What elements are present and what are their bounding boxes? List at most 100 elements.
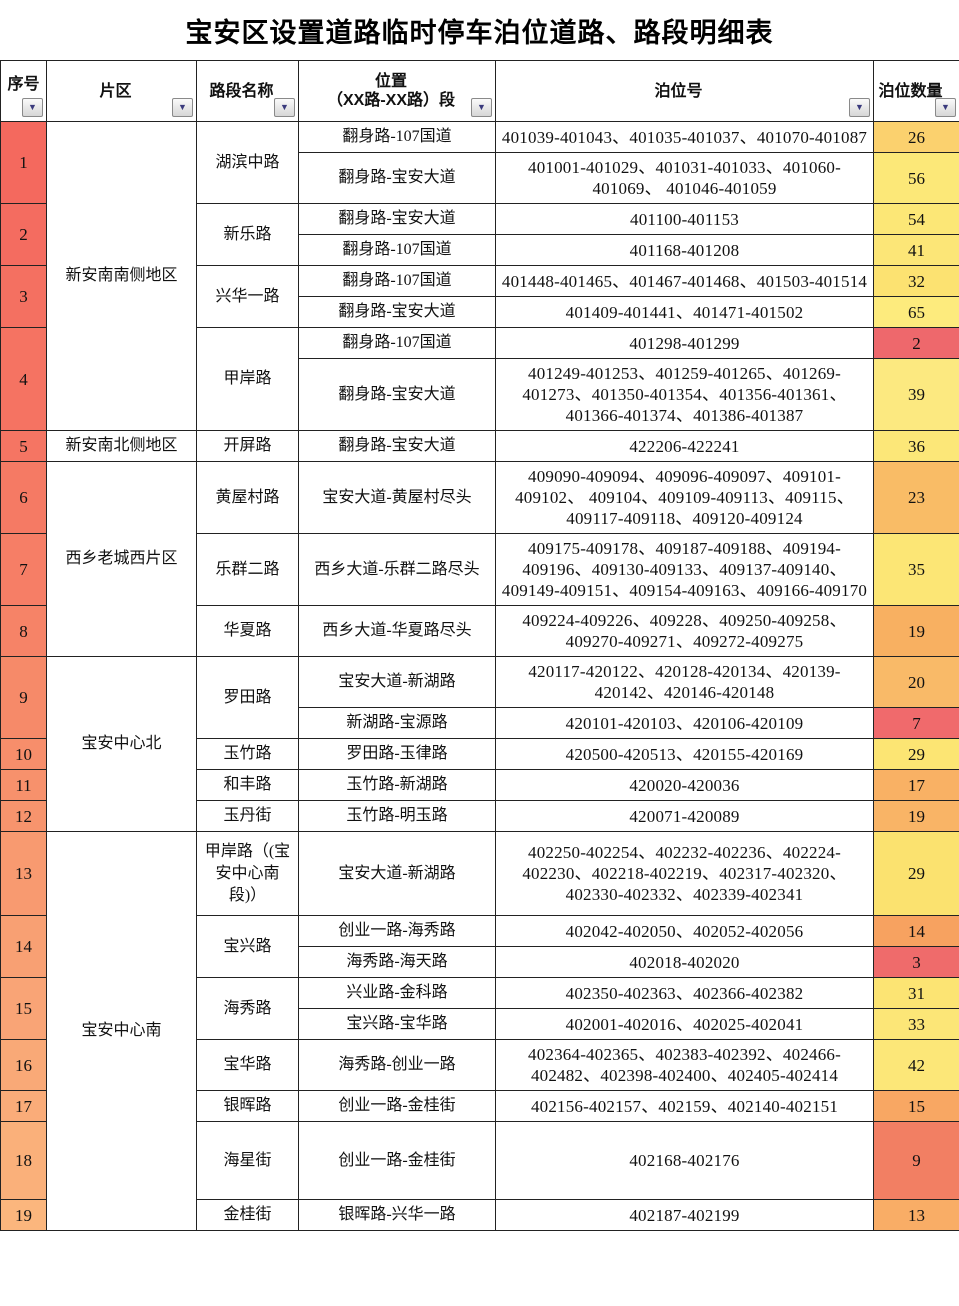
location-cell: 玉竹路-明玉路 [298,800,496,832]
location-cell: 罗田路-玉律路 [298,738,496,770]
filter-seq-button[interactable]: ▼ [22,98,43,117]
table-row: 15 海秀路 兴业路-金科路 402350-402363、402366-402382 3… [0,977,959,1040]
berth-count-cell: 7 [873,707,959,739]
table-row: 13 宝安中心南 甲岸路（(宝安中心南段)） 宝安大道-新湖路 402250-40225… [0,831,959,1231]
area-cell: 新安南南侧地区 [46,121,197,431]
col-header-berth-count: 泊位数量 ▼ [873,60,959,122]
page-title: 宝安区设置道路临时停车泊位道路、路段明细表 [185,17,774,48]
filter-location-button[interactable]: ▼ [471,98,492,117]
col-header-area-label: 片区 [99,82,132,100]
berth-ids-cell: 402187-402199 [495,1199,874,1231]
parking-table: 序号 ▼ 片区 ▼ 路段名称 ▼ 位置 （XX路-XX路）段 ▼ 泊位号 ▼ 泊… [0,60,959,1231]
table-row: 7 乐群二路 西乡大道-乐群二路尽头 409175-409178、409187-409… [0,533,959,606]
table-row: 6 西乡老城西片区 黄屋村路 宝安大道-黄屋村尽头 409090-409094、4090… [0,461,959,657]
road-cell: 银晖路 [196,1090,299,1122]
location-cell: 西乡大道-乐群二路尽头 [298,533,496,606]
location-cell: 海秀路-海天路 [298,946,496,978]
location-cell: 翻身路-宝安大道 [298,296,496,328]
berth-ids-cell: 420500-420513、420155-420169 [495,738,874,770]
road-cell: 海秀路 [196,977,299,1040]
berth-count-cell: 41 [873,234,959,266]
berth-ids-cell: 409175-409178、409187-409188、409194-40919… [495,533,874,606]
table-row: 8 华夏路 西乡大道-华夏路尽头 409224-409226、409228、40925… [0,605,959,657]
location-cell: 玉竹路-新湖路 [298,769,496,801]
road-cell: 玉丹街 [196,800,299,832]
table-row: 11 和丰路 玉竹路-新湖路 420020-420036 17 [0,769,959,801]
seq-cell: 6 [0,461,47,534]
berth-ids-cell: 422206-422241 [495,430,874,462]
chevron-down-icon: ▼ [477,102,486,112]
berth-ids-cell: 402250-402254、402232-402236、402224-40223… [495,831,874,916]
location-cell: 翻身路-107国道 [298,234,496,266]
seq-cell: 2 [0,203,47,266]
seq-cell: 9 [0,656,47,739]
location-cell: 创业一路-海秀路 [298,915,496,947]
table-row: 2 新乐路 翻身路-宝安大道 401100-401153 54 [0,203,959,266]
seq-cell: 1 [0,121,47,204]
filter-road-button[interactable]: ▼ [274,98,295,117]
berth-ids-cell: 420101-420103、420106-420109 [495,707,874,739]
berth-ids-cell: 420020-420036 [495,769,874,801]
area-cell: 宝安中心南 [46,831,197,1231]
berth-count-cell: 2 [873,327,959,359]
road-cell: 开屏路 [196,430,299,462]
berth-ids-cell: 401298-401299 [495,327,874,359]
chevron-down-icon: ▼ [28,102,37,112]
table-row: 9 宝安中心北 罗田路 宝安大道-新湖路 420117-420122、420128-42… [0,656,959,832]
road-cell: 海星街 [196,1121,299,1200]
berth-ids-cell: 401448-401465、401467-401468、401503-40151… [495,265,874,297]
area-cell: 西乡老城西片区 [46,461,197,657]
location-cell: 翻身路-107国道 [298,265,496,297]
table-body: 1 新安南南侧地区 湖滨中路 翻身路-107国道 401039-401043、40103… [0,121,959,1231]
filter-berth-ids-button[interactable]: ▼ [849,98,870,117]
table-row: 海秀路-海天路 402018-402020 3 [1,946,959,978]
col-header-road: 路段名称 ▼ [196,60,299,122]
location-cell: 翻身路-107国道 [298,121,496,153]
header-row: 序号 ▼ 片区 ▼ 路段名称 ▼ 位置 （XX路-XX路）段 ▼ 泊位号 ▼ 泊… [0,60,959,122]
road-cell: 新乐路 [196,203,299,266]
berth-ids-cell: 401100-401153 [495,203,874,235]
berth-ids-cell: 402018-402020 [495,946,874,978]
berth-ids-cell: 420117-420122、420128-420134、420139-42014… [495,656,874,708]
location-cell: 创业一路-金桂街 [298,1121,496,1200]
col-header-road-label: 路段名称 [209,82,274,100]
location-cell: 宝安大道-黄屋村尽头 [298,461,496,534]
table-row: 16 宝华路 海秀路-创业一路 402364-402365、402383-402392… [0,1039,959,1091]
table-row: 翻身路-宝安大道 401001-401029、401031-401033、4010… [1,152,959,204]
area-cell: 宝安中心北 [46,656,197,832]
table-row: 10 玉竹路 罗田路-玉律路 420500-420513、420155-420169 2… [0,738,959,770]
location-cell: 翻身路-107国道 [298,327,496,359]
location-cell: 翻身路-宝安大道 [298,152,496,204]
location-cell: 海秀路-创业一路 [298,1039,496,1091]
road-cell: 宝兴路 [196,915,299,978]
location-cell: 西乡大道-华夏路尽头 [298,605,496,657]
seq-cell: 14 [0,915,47,978]
berth-count-cell: 29 [873,738,959,770]
berth-ids-cell: 402001-402016、402025-402041 [495,1008,874,1040]
location-cell: 翻身路-宝安大道 [298,358,496,431]
filter-berth-count-button[interactable]: ▼ [935,98,956,117]
berth-ids-cell: 401039-401043、401035-401037、401070-40108… [495,121,874,153]
chevron-down-icon: ▼ [280,102,289,112]
table-row: 18 海星街 创业一路-金桂街 402168-402176 9 [0,1121,959,1200]
location-cell: 翻身路-宝安大道 [298,430,496,462]
seq-cell: 8 [0,605,47,657]
seq-cell: 16 [0,1039,47,1091]
berth-count-cell: 19 [873,605,959,657]
berth-count-cell: 33 [873,1008,959,1040]
seq-cell: 7 [0,533,47,606]
berth-ids-cell: 401249-401253、401259-401265、401269-40127… [495,358,874,431]
berth-count-cell: 19 [873,800,959,832]
table-row: 19 金桂街 银晖路-兴华一路 402187-402199 13 [0,1199,959,1231]
seq-cell: 11 [0,769,47,801]
berth-count-cell: 26 [873,121,959,153]
table-row: 翻身路-107国道 401168-401208 41 [1,234,959,266]
berth-ids-cell: 402156-402157、402159、402140-402151 [495,1090,874,1122]
filter-area-button[interactable]: ▼ [172,98,193,117]
chevron-down-icon: ▼ [941,102,950,112]
road-cell: 黄屋村路 [196,461,299,534]
col-header-location: 位置 （XX路-XX路）段 ▼ [298,60,496,122]
road-cell: 宝华路 [196,1039,299,1091]
road-cell: 湖滨中路 [196,121,299,204]
col-header-area: 片区 ▼ [46,60,197,122]
